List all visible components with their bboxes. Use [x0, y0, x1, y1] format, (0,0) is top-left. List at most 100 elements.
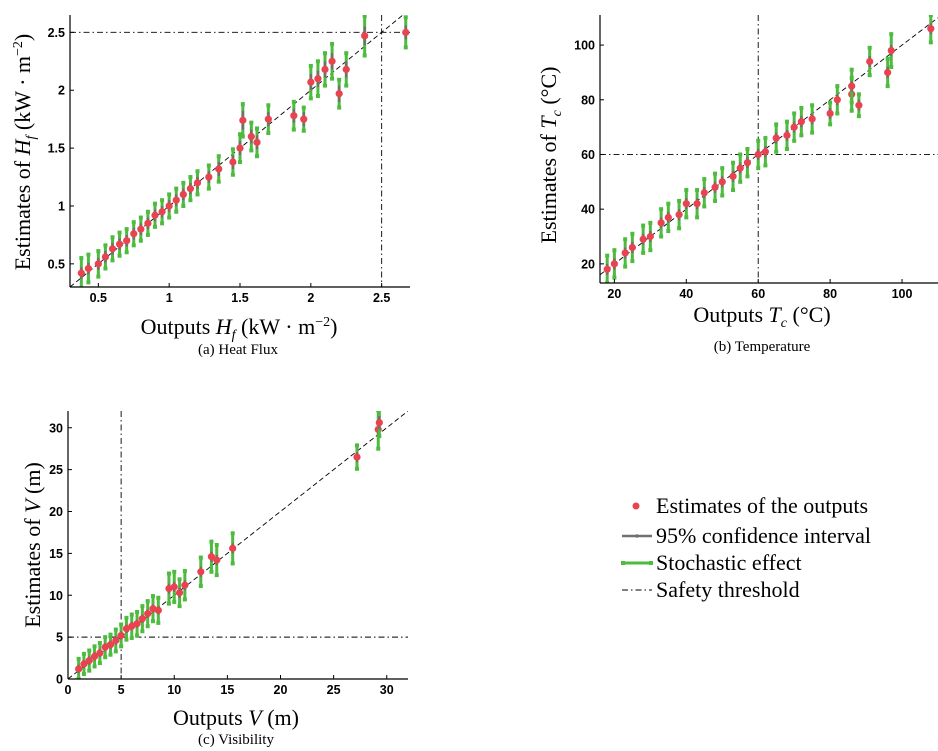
temperature-stochastic-cap — [810, 130, 815, 135]
visibility-stochastic-cap — [129, 612, 134, 617]
heat-flux-stochastic-cap — [266, 131, 271, 136]
heat-flux-y-tick-label: 0.5 — [48, 257, 65, 271]
temperature-y-tick-label: 60 — [581, 148, 595, 162]
heat-flux-point — [402, 15, 410, 50]
temperature-point — [790, 111, 798, 143]
temperature-stochastic-cap — [763, 163, 768, 168]
heat-flux-stochastic-cap — [145, 209, 150, 214]
temperature-stochastic-cap — [659, 207, 664, 212]
temperature-estimate-marker — [797, 118, 805, 126]
heat-flux-estimate-marker — [229, 158, 237, 166]
temperature-stochastic-cap — [889, 32, 894, 37]
heat-flux-estimate-marker — [264, 115, 272, 123]
temperature-x-tick-label: 60 — [751, 287, 765, 301]
temperature-stochastic-cap — [695, 188, 700, 193]
temperature-estimate-marker — [855, 101, 863, 109]
temperature-point — [783, 119, 791, 151]
temperature-point — [628, 231, 636, 264]
visibility-stochastic-cap — [172, 599, 177, 604]
heat-flux-estimate-marker — [158, 208, 166, 216]
temperature-point — [855, 92, 863, 119]
visibility-estimate-marker — [181, 581, 189, 589]
heat-flux-estimate-marker — [307, 78, 315, 86]
heat-flux-estimate-marker — [342, 65, 350, 73]
visibility-stochastic-cap — [113, 627, 118, 632]
visibility-stochastic-cap — [81, 671, 86, 676]
heat-flux-point — [84, 252, 93, 285]
temperature-stochastic-cap — [835, 111, 840, 116]
heat-flux-stochastic-cap — [181, 203, 186, 208]
heat-flux-point — [137, 215, 145, 243]
legend-stochastic-label: Stochastic effect — [656, 550, 802, 575]
temperature-stochastic-cap — [928, 15, 933, 17]
temperature-point — [743, 147, 752, 179]
heat-flux-point — [215, 154, 223, 184]
legend-estimate-marker — [632, 502, 640, 510]
temperature-point — [866, 45, 874, 78]
temperature-point — [848, 67, 856, 105]
temperature-stochastic-cap — [784, 119, 789, 124]
temperature-stochastic-cap — [623, 237, 628, 242]
visibility-stochastic-cap — [103, 635, 108, 640]
visibility-point — [375, 411, 383, 439]
temperature-stochastic-cap — [856, 114, 861, 119]
temperature-xlabel: Outputs Tc (°C) — [693, 302, 830, 331]
visibility-x-tick-label: 10 — [167, 683, 181, 697]
heat-flux-stochastic-cap — [337, 105, 342, 110]
temperature-stochastic-cap — [630, 259, 635, 264]
temperature-point — [603, 253, 611, 283]
visibility-stochastic-cap — [156, 620, 161, 625]
temperature-y-tick-label: 100 — [574, 39, 595, 53]
temperature-stochastic-cap — [684, 188, 689, 193]
temperature-point — [833, 84, 841, 116]
visibility-stochastic-cap — [156, 595, 161, 600]
temperature-point — [675, 198, 683, 231]
visibility-estimate-marker — [175, 589, 184, 597]
heat-flux-caption: (a) Heat Flux — [198, 342, 278, 358]
heat-flux-stochastic-cap — [301, 128, 306, 133]
visibility-y-tick-label: 10 — [49, 589, 63, 603]
visibility-x-tick-label: 30 — [380, 683, 394, 697]
visibility-estimate-marker — [112, 636, 120, 645]
visibility-y-tick-label: 15 — [49, 547, 63, 561]
visibility-point — [112, 627, 120, 654]
temperature-estimate-marker — [927, 25, 935, 33]
temperature-point — [729, 160, 737, 193]
heat-flux-point — [193, 169, 202, 197]
visibility-x-tick-label: 5 — [118, 683, 125, 697]
visibility-stochastic-cap — [76, 677, 81, 679]
visibility-y-tick-label: 25 — [49, 463, 63, 477]
heat-flux-point — [94, 249, 102, 279]
legend-ci-marker — [622, 534, 652, 538]
visibility-y-tick-label: 30 — [49, 421, 63, 435]
temperature-estimate-marker — [682, 200, 690, 208]
temperature-stochastic-cap — [867, 45, 872, 50]
visibility-stochastic-cap — [214, 543, 219, 547]
visibility-point — [122, 615, 131, 642]
temperature-stochastic-cap — [713, 198, 718, 203]
temperature-stochastic-cap — [648, 248, 653, 253]
heat-flux-stochastic-cap — [174, 186, 179, 191]
heat-flux-estimate-marker — [123, 237, 131, 245]
visibility-stochastic-cap — [135, 633, 140, 638]
heat-flux-stochastic-cap — [216, 179, 221, 184]
heat-flux-stochastic-cap — [96, 274, 101, 279]
temperature-point — [700, 177, 708, 209]
temperature-estimate-marker — [664, 213, 672, 221]
visibility-x-tick-label: 20 — [274, 683, 288, 697]
visibility-stochastic-cap — [177, 604, 182, 609]
heat-flux-estimate-marker — [101, 253, 110, 261]
visibility-point — [138, 604, 146, 634]
temperature-caption: (b) Temperature — [714, 339, 811, 355]
heat-flux-stochastic-cap — [216, 154, 221, 159]
visibility-point — [213, 543, 221, 578]
heat-flux-stochastic-cap — [249, 148, 254, 153]
heat-flux-stochastic-cap — [160, 221, 165, 226]
heat-flux-estimate-marker — [94, 260, 102, 268]
temperature-stochastic-cap — [702, 204, 707, 209]
heat-flux-stochastic-cap — [96, 249, 101, 254]
temperature-estimate-marker — [866, 57, 874, 66]
visibility-stochastic-cap — [355, 466, 359, 471]
temperature-estimate-marker — [646, 232, 654, 241]
temperature-stochastic-cap — [763, 136, 768, 141]
